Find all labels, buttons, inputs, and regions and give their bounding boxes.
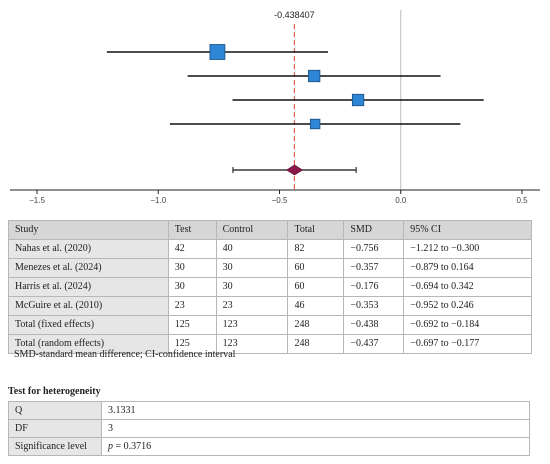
study-box	[209, 44, 226, 60]
cell-control: 23	[215, 296, 289, 316]
cell-smd: −0.176	[343, 277, 405, 297]
table-row: Total (random effects) 125 123 248 −0.43…	[8, 334, 532, 354]
cell-ci: −0.692 to −0.184	[403, 315, 532, 335]
table-row: Nahas et al. (2020) 42 40 82 −0.756 −1.2…	[8, 239, 532, 259]
cell-smd: −0.437	[343, 334, 405, 354]
header-test: Test	[167, 220, 217, 240]
cell-ci: −0.694 to 0.342	[403, 277, 532, 297]
het-sig-p: p	[108, 441, 113, 452]
cell-total: 248	[287, 334, 345, 354]
forest-plot: -0.438407 −1.5 −1.0 −0.5 0.0 0.5	[10, 10, 540, 205]
cell-control: 30	[215, 258, 289, 278]
het-q-value: 3.1331	[101, 401, 530, 420]
cell-ci: −0.697 to −0.177	[403, 334, 532, 354]
table-row: Menezes et al. (2024) 30 30 60 −0.357 −0…	[8, 258, 532, 278]
cell-test: 23	[167, 296, 217, 316]
cell-total: 248	[287, 315, 345, 335]
header-study: Study	[8, 220, 169, 240]
het-sig-label: Significance level	[8, 437, 102, 456]
cell-test: 42	[167, 239, 217, 259]
table-row: McGuire et al. (2010) 23 23 46 −0.353 −0…	[8, 296, 532, 316]
study-results-table: Study Test Control Total SMD 95% CI Naha…	[8, 220, 532, 354]
cell-total: 46	[287, 296, 345, 316]
het-sig-number: = 0.3716	[113, 441, 152, 452]
table-row: Harris et al. (2024) 30 30 60 −0.176 −0.…	[8, 277, 532, 297]
cell-control: 30	[215, 277, 289, 297]
x-tick-label: 0.5	[516, 196, 528, 205]
het-q-label: Q	[8, 401, 102, 420]
cell-smd: −0.756	[343, 239, 405, 259]
het-row-q: Q 3.1331	[8, 401, 530, 420]
cell-test: 30	[167, 277, 217, 297]
heterogeneity-title: Test for heterogeneity	[8, 386, 101, 397]
cell-total: 60	[287, 277, 345, 297]
cell-ci: −0.952 to 0.246	[403, 296, 532, 316]
cell-control: 123	[215, 315, 289, 335]
het-sig-value: p = 0.3716	[101, 437, 530, 456]
cell-study: Menezes et al. (2024)	[8, 258, 169, 278]
cell-smd: −0.357	[343, 258, 405, 278]
x-tick-label: −0.5	[272, 196, 288, 205]
het-df-value: 3	[101, 419, 530, 438]
het-row-df: DF 3	[8, 419, 530, 438]
cell-smd: −0.353	[343, 296, 405, 316]
cell-total: 60	[287, 258, 345, 278]
het-row-significance: Significance level p = 0.3716	[8, 437, 530, 456]
table-header-row: Study Test Control Total SMD 95% CI	[8, 220, 532, 240]
x-tick-label: 0.0	[395, 196, 407, 205]
cell-ci: −1.212 to −0.300	[403, 239, 532, 259]
header-smd: SMD	[343, 220, 405, 240]
pooled-estimate-label: -0.438407	[274, 10, 315, 20]
x-tick-label: −1.0	[150, 196, 166, 205]
header-ci: 95% CI	[403, 220, 532, 240]
heterogeneity-table: Q 3.1331 DF 3 Significance level p = 0.3…	[8, 401, 530, 456]
cell-total: 82	[287, 239, 345, 259]
table-footnote: SMD-standard mean difference; CI-confide…	[14, 349, 236, 360]
study-box	[351, 93, 365, 107]
cell-control: 123	[215, 334, 289, 354]
cell-study: Total (random effects)	[8, 334, 169, 354]
study-box	[309, 118, 321, 130]
cell-study: McGuire et al. (2010)	[8, 296, 169, 316]
cell-ci: −0.879 to 0.164	[403, 258, 532, 278]
header-control: Control	[215, 220, 289, 240]
cell-test: 30	[167, 258, 217, 278]
cell-study: Total (fixed effects)	[8, 315, 169, 335]
table-row: Total (fixed effects) 125 123 248 −0.438…	[8, 315, 532, 335]
study-box	[308, 69, 321, 83]
cell-study: Nahas et al. (2020)	[8, 239, 169, 259]
x-tick-label: −1.5	[29, 196, 45, 205]
header-total: Total	[287, 220, 345, 240]
cell-study: Harris et al. (2024)	[8, 277, 169, 297]
cell-control: 40	[215, 239, 289, 259]
pooled-diamond	[285, 164, 304, 176]
cell-test: 125	[167, 315, 217, 335]
cell-test: 125	[167, 334, 217, 354]
het-df-label: DF	[8, 419, 102, 438]
cell-smd: −0.438	[343, 315, 405, 335]
